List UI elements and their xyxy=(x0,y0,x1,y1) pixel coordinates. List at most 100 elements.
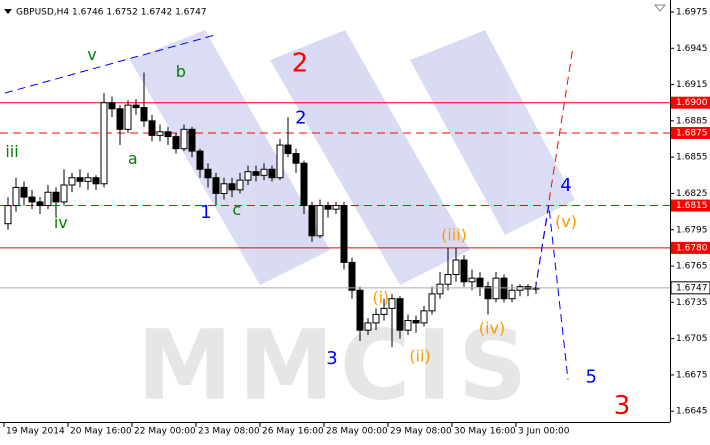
candle-body xyxy=(476,277,484,288)
candle-body xyxy=(500,277,508,300)
candle-body xyxy=(52,191,60,203)
candle-body xyxy=(316,205,324,237)
candle-body xyxy=(332,205,340,210)
y-tick-label: 1.6945 xyxy=(676,44,708,54)
candle-body xyxy=(140,107,148,122)
candle-body xyxy=(356,289,364,331)
wave-label: v xyxy=(87,45,96,64)
wave-label: iii xyxy=(5,142,18,161)
candle-body xyxy=(84,177,92,182)
chart-title: GBPUSD,H4 1.6746 1.6752 1.6742 1.6747 xyxy=(16,8,207,18)
candle-body xyxy=(388,298,396,309)
y-tick-label: 1.6885 xyxy=(676,116,708,126)
candle-body xyxy=(300,162,308,207)
level-label-box xyxy=(671,126,710,139)
candle-body xyxy=(212,177,220,194)
x-tick-label: 26 May 16:00 xyxy=(262,427,324,437)
y-tick-label: 1.6735 xyxy=(676,298,708,308)
candle-body xyxy=(68,177,76,186)
wave-label: (v) xyxy=(555,212,577,231)
candle-body xyxy=(28,196,36,203)
candle-body xyxy=(100,102,108,185)
x-tick-label: 19 May 2014 xyxy=(6,427,65,437)
candle-body xyxy=(76,177,84,182)
candle-body xyxy=(116,108,124,130)
y-tick-label: 1.6855 xyxy=(676,153,708,163)
wave-label: a xyxy=(128,149,138,168)
candle-body xyxy=(508,289,516,300)
candle-body xyxy=(36,201,44,207)
candle-body xyxy=(228,183,236,191)
last-price-box xyxy=(670,281,710,295)
y-tick-label: 1.6765 xyxy=(676,262,708,272)
level-label-box xyxy=(671,241,710,254)
candle-body xyxy=(460,259,468,283)
candle-body xyxy=(308,205,316,237)
candle-body xyxy=(260,168,268,176)
y-tick-label: 1.6675 xyxy=(676,370,708,380)
wave-label: (ii) xyxy=(409,346,430,365)
candle-body xyxy=(268,168,276,179)
candle-body xyxy=(220,183,228,194)
candle-body xyxy=(516,286,524,291)
x-tick-label: 20 May 16:00 xyxy=(70,427,132,437)
y-tick-label: 1.6645 xyxy=(676,407,708,417)
candle-body xyxy=(420,310,428,324)
level-label: 1.6875 xyxy=(676,128,708,138)
scroll-icon[interactable] xyxy=(653,4,667,12)
wave-label: iv xyxy=(54,213,68,232)
wave-label: 2 xyxy=(292,49,309,79)
candle-body xyxy=(188,128,196,152)
y-tick-label: 1.6705 xyxy=(676,334,708,344)
wave-label: 1 xyxy=(200,202,211,223)
plot xyxy=(0,72,670,348)
candle-body xyxy=(20,186,28,198)
candle-body xyxy=(236,179,244,191)
candle-body xyxy=(164,131,172,138)
x-tick-label: 30 May 16:00 xyxy=(454,427,516,437)
trend-line xyxy=(4,34,216,94)
logo xyxy=(130,30,575,285)
candle-body xyxy=(204,168,212,179)
x-tick-label: 28 May 00:00 xyxy=(326,427,388,437)
candle-body xyxy=(196,150,204,170)
candle-body xyxy=(284,144,292,155)
candle-body xyxy=(436,283,444,295)
level-label: 1.6780 xyxy=(676,243,708,253)
candle-body xyxy=(108,102,116,110)
candle-body xyxy=(492,277,500,300)
y-tick-label: 1.6795 xyxy=(676,225,708,235)
level-label-box xyxy=(671,199,710,212)
level-label: 1.6815 xyxy=(676,201,708,211)
wave-label: 3 xyxy=(326,348,337,369)
menu-icon[interactable] xyxy=(4,9,12,14)
wave-label: (iii) xyxy=(441,225,467,244)
x-tick-label: 22 May 00:00 xyxy=(134,427,196,437)
wave-label: 4 xyxy=(560,175,571,196)
trend-line xyxy=(534,205,569,380)
wave-label: 5 xyxy=(585,366,596,387)
candle-body xyxy=(428,293,436,312)
candle-body xyxy=(412,319,420,324)
wave-label: c xyxy=(232,200,241,219)
candle-body xyxy=(244,171,252,181)
candle-body xyxy=(132,104,140,109)
candle-body xyxy=(60,184,68,203)
watermark: MMCIS xyxy=(137,309,533,421)
candle-body xyxy=(380,307,388,315)
y-tick-label: 1.6825 xyxy=(676,189,708,199)
candle-body xyxy=(372,313,380,324)
candle-body xyxy=(292,153,300,164)
wave-label: b xyxy=(176,62,186,81)
candle-body xyxy=(404,319,412,331)
wave-label: 3 xyxy=(614,391,631,421)
y-tick-label: 1.6975 xyxy=(676,7,708,17)
x-tick-label: 23 May 08:00 xyxy=(198,427,260,437)
candle-body xyxy=(44,191,52,207)
candle-body xyxy=(180,128,188,150)
candle-body xyxy=(348,261,356,291)
level-label: 1.6900 xyxy=(676,98,708,108)
candle-body xyxy=(172,136,180,150)
candle-body xyxy=(452,259,460,276)
